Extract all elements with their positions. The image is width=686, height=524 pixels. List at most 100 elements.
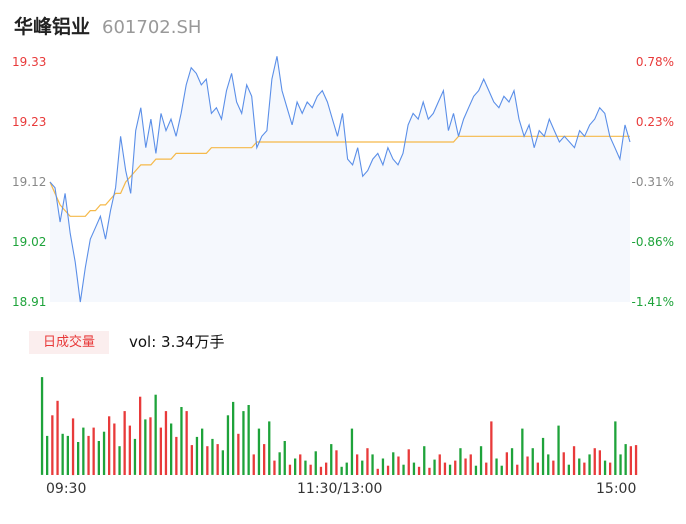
- volume-bar: [448, 464, 452, 475]
- volume-bar: [263, 444, 266, 475]
- volume-bar: [304, 460, 307, 475]
- volume-bar: [531, 448, 534, 475]
- volume-bar: [376, 468, 379, 475]
- volume-bar: [407, 449, 410, 476]
- volume-bar: [490, 421, 493, 475]
- volume-bar: [381, 458, 385, 475]
- volume-bar: [273, 460, 276, 475]
- volume-bar: [619, 454, 622, 475]
- volume-bar: [139, 396, 142, 475]
- volume-bar: [144, 419, 147, 475]
- volume-bar: [474, 465, 478, 475]
- volume-bar: [459, 448, 462, 475]
- volume-bar: [154, 394, 157, 475]
- volume-bar: [113, 423, 116, 475]
- volume-bar: [92, 427, 95, 475]
- volume-bar: [536, 462, 539, 475]
- volume-bar: [335, 450, 338, 475]
- volume-bar: [195, 436, 199, 475]
- y-tick-label-percent: -0.86%: [631, 235, 674, 249]
- volume-bar: [510, 448, 514, 475]
- price-line: [49, 56, 631, 303]
- volume-bar: [278, 452, 281, 475]
- volume-bar: [593, 448, 596, 475]
- volume-bar: [469, 454, 472, 475]
- volume-bar: [102, 431, 106, 475]
- volume-bar: [288, 464, 292, 475]
- volume-bar: [562, 452, 565, 475]
- volume-bar: [309, 464, 312, 475]
- volume-bar: [201, 428, 204, 475]
- volume-bar: [232, 401, 235, 475]
- volume-bar: [299, 454, 302, 475]
- volume-bar: [247, 405, 250, 475]
- volume-bar: [345, 462, 348, 475]
- volume-bar: [221, 450, 224, 475]
- y-tick-label-percent: -1.41%: [631, 295, 674, 309]
- volume-bar: [350, 428, 354, 475]
- volume-bar: [340, 466, 343, 475]
- volume-summary: vol: 3.34万手: [129, 333, 225, 351]
- volume-bar: [46, 435, 49, 475]
- volume-bar: [629, 446, 632, 475]
- volume-bar: [464, 458, 467, 475]
- volume-bar: [386, 465, 390, 475]
- x-tick-label: 11:30/13:00: [297, 481, 383, 497]
- stock-code: 601702.SH: [102, 17, 202, 38]
- x-tick-label: 15:00: [596, 481, 637, 497]
- volume-bar: [180, 407, 183, 475]
- volume-bar: [283, 441, 286, 475]
- volume-bar: [170, 423, 173, 475]
- volume-bar: [578, 458, 581, 475]
- volume-bar: [547, 454, 550, 475]
- volume-bar: [185, 411, 188, 475]
- volume-bar: [516, 464, 519, 475]
- y-tick-label-price: 19.33: [12, 55, 47, 69]
- volume-bar: [149, 417, 152, 475]
- volume-bar: [97, 441, 100, 475]
- volume-bar: [40, 377, 44, 475]
- volume-bar: [521, 428, 524, 475]
- volume-bar: [485, 462, 488, 475]
- volume-bar: [51, 415, 54, 475]
- volume-bar: [118, 446, 121, 475]
- volume-bar: [402, 464, 405, 475]
- volume-bar: [417, 466, 421, 475]
- volume-bar: [433, 459, 436, 475]
- volume-bar: [567, 464, 570, 475]
- volume-bar: [71, 418, 75, 476]
- volume-bar: [133, 438, 137, 475]
- volume-bar: [541, 437, 545, 475]
- volume-bar: [366, 448, 369, 475]
- volume-bar: [159, 427, 162, 475]
- volume-bar: [500, 465, 503, 475]
- volume-bar: [392, 452, 395, 475]
- volume-bar: [206, 446, 209, 475]
- volume-bar: [319, 466, 323, 475]
- volume-bar: [257, 428, 261, 475]
- volume-bar: [557, 425, 560, 475]
- y-tick-label-percent: 0.23%: [635, 115, 674, 129]
- volume-bar: [82, 427, 85, 475]
- volume-bar: [428, 467, 431, 475]
- volume-bar: [237, 433, 240, 475]
- volume-bar: [77, 442, 80, 475]
- volume-bar: [123, 411, 126, 475]
- y-tick-label-price: 19.02: [12, 235, 47, 249]
- volume-bar: [634, 445, 638, 475]
- y-tick-label-percent: -0.31%: [631, 175, 674, 189]
- volume-bar: [325, 462, 328, 475]
- volume-bar: [356, 454, 359, 475]
- volume-bar: [175, 436, 178, 475]
- average-price-line: [49, 135, 630, 217]
- x-tick-label: 09:30: [46, 481, 87, 497]
- volume-bar: [412, 462, 416, 475]
- volume-bar: [108, 416, 111, 475]
- volume-bar: [454, 460, 457, 475]
- volume-bar: [252, 454, 255, 475]
- volume-bar: [87, 435, 90, 475]
- volume-bar: [61, 433, 64, 475]
- volume-bar: [361, 460, 364, 475]
- volume-bar: [624, 444, 627, 475]
